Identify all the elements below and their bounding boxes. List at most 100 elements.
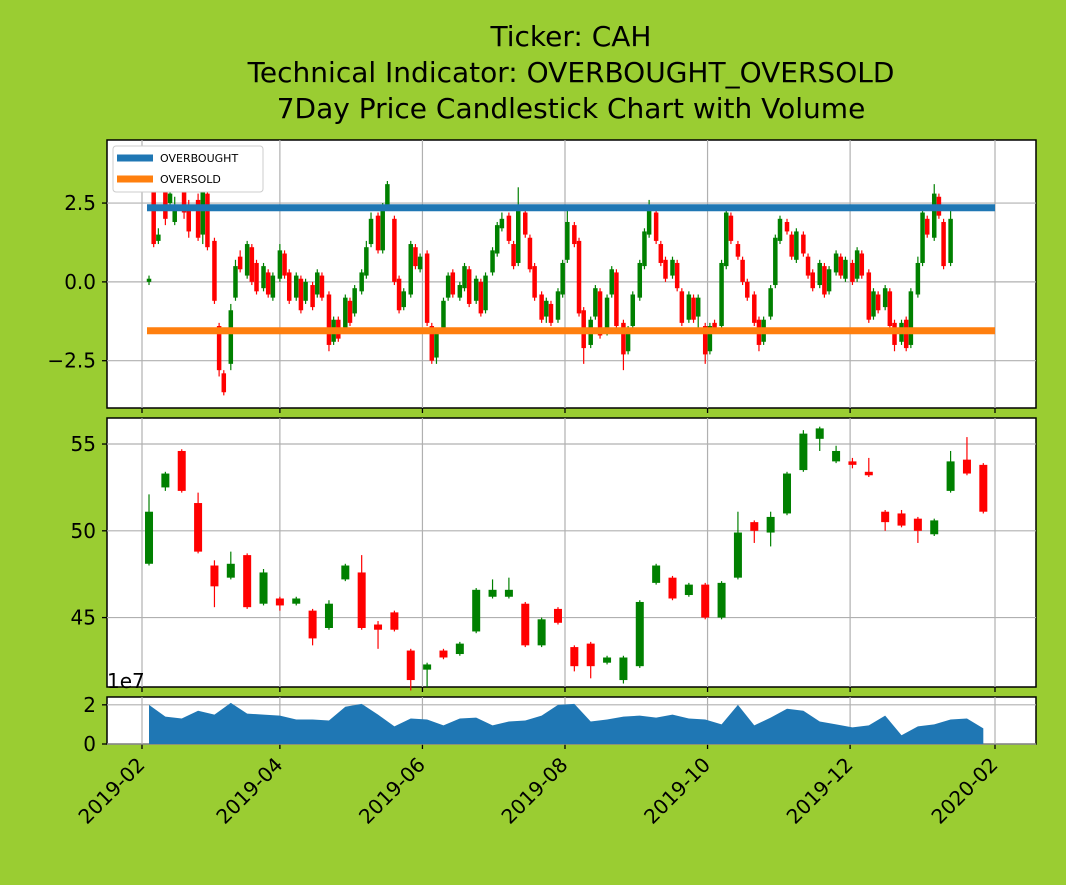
- indicator-candle: [625, 329, 631, 352]
- indicator-candle: [380, 209, 385, 251]
- price-candle: [815, 428, 824, 439]
- indicator-candle: [186, 206, 191, 232]
- indicator-candle: [691, 297, 696, 320]
- price-candle: [684, 584, 693, 596]
- volume-panel: 1e7 20: [83, 669, 1037, 756]
- chart-title: Ticker: CAH Technical Indicator: OVERBOU…: [247, 20, 895, 125]
- price-ytick-label: 45: [71, 606, 96, 630]
- indicator-candle: [593, 288, 598, 317]
- price-candle: [194, 503, 203, 552]
- indicator-candle: [499, 218, 505, 229]
- indicator-candle: [385, 184, 390, 207]
- title-line-3: 7Day Price Candlestick Chart with Volume: [277, 92, 866, 125]
- price-panel: 55 50 45: [71, 417, 1037, 692]
- indicator-candle: [228, 310, 234, 364]
- indicator-candle: [740, 259, 745, 282]
- indicator-candle: [712, 322, 717, 330]
- indicator-candle: [653, 212, 659, 241]
- indicator-candle: [614, 272, 619, 327]
- legend-oversold-label: OVERSOLD: [160, 173, 221, 186]
- indicator-threshold-lines: [147, 204, 995, 335]
- indicator-candle: [642, 231, 647, 267]
- price-candle: [930, 520, 939, 535]
- indicator-candle: [838, 256, 844, 276]
- title-line-1: Ticker: CAH: [490, 20, 652, 53]
- indicator-candle: [156, 234, 161, 241]
- indicator-candle: [315, 272, 320, 295]
- indicator-candle: [931, 193, 937, 238]
- indicator-candle: [516, 209, 521, 263]
- indicator-candle: [707, 326, 713, 352]
- indicator-candle: [457, 285, 463, 298]
- indicator-candle: [843, 259, 848, 279]
- price-candle: [619, 657, 628, 681]
- indicator-candle: [408, 244, 414, 295]
- indicator-candle: [789, 234, 794, 257]
- price-candle: [799, 433, 808, 471]
- price-candle: [243, 555, 252, 608]
- x-axis: 2019-02 2019-04 2019-06 2019-08 2019-10 2019-…: [73, 753, 1002, 829]
- indicator-candle: [597, 291, 603, 336]
- indicator-y-axis: 2.5 0.0 −2.5: [47, 191, 107, 373]
- volume-area: [149, 702, 984, 744]
- indicator-candle: [871, 291, 876, 317]
- price-gridlines: [107, 418, 1036, 692]
- price-candle: [275, 598, 284, 606]
- indicator-candle: [670, 259, 675, 276]
- price-candle: [962, 459, 971, 474]
- indicator-candle: [205, 193, 210, 248]
- indicator-candle: [565, 221, 570, 260]
- price-candle: [292, 598, 301, 604]
- legend-overbought-label: OVERBOUGHT: [160, 152, 238, 165]
- price-candle: [439, 650, 448, 658]
- indicator-candle: [745, 281, 750, 298]
- indicator-candle: [511, 244, 516, 267]
- indicator-candle: [544, 300, 549, 317]
- price-candles: [145, 426, 988, 691]
- indicator-candle: [866, 272, 872, 320]
- price-candle: [521, 603, 530, 646]
- indicator-candle: [560, 262, 565, 295]
- indicator-candle: [948, 218, 953, 263]
- price-candle: [341, 565, 350, 580]
- title-line-2: Technical Indicator: OVERBOUGHT_OVERSOLD: [247, 56, 895, 89]
- indicator-candle: [347, 300, 353, 323]
- price-y-axis: 55 50 45: [71, 432, 107, 630]
- indicator-candle: [254, 262, 259, 292]
- indicator-candle: [375, 215, 381, 251]
- price-candle: [864, 471, 873, 476]
- price-candle: [897, 513, 906, 526]
- price-candle: [553, 608, 562, 623]
- indicator-candle: [434, 332, 439, 358]
- indicator-candle: [735, 244, 741, 257]
- indicator-candle: [261, 266, 266, 289]
- indicator-candle: [343, 297, 348, 330]
- price-candle: [848, 461, 857, 465]
- price-candle: [504, 589, 513, 597]
- price-candle: [455, 643, 464, 655]
- indicator-candle: [674, 262, 680, 289]
- indicator-candle: [621, 322, 626, 355]
- x-tick-label: 2019-10: [639, 753, 715, 829]
- indicator-candle: [523, 212, 528, 235]
- price-candle: [374, 624, 383, 630]
- indicator-candle: [702, 326, 708, 355]
- indicator-candle: [303, 281, 308, 301]
- indicator-candle: [630, 294, 636, 327]
- indicator-candle: [646, 209, 652, 235]
- indicator-candle: [719, 262, 724, 327]
- indicator-candle: [506, 215, 512, 241]
- price-candle: [570, 647, 579, 667]
- indicator-candle: [784, 221, 790, 232]
- x-tick-label: 2019-04: [211, 753, 287, 829]
- volume-y-axis: 20: [83, 693, 107, 756]
- indicator-candle: [548, 303, 554, 323]
- indicator-candle: [752, 294, 757, 323]
- indicator-candle: [483, 275, 488, 311]
- indicator-candle: [270, 275, 276, 298]
- indicator-candle: [695, 297, 701, 317]
- price-candle: [603, 657, 612, 663]
- indicator-candle: [282, 253, 287, 276]
- x-tick-label: 2019-12: [782, 753, 858, 829]
- price-ytick-label: 55: [71, 432, 96, 456]
